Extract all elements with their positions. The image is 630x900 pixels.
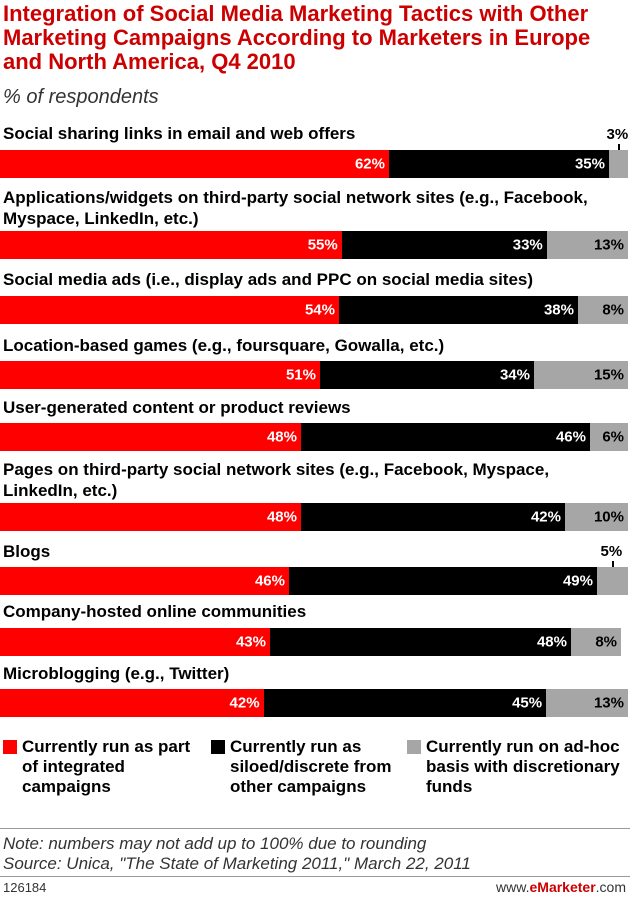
brand-prefix: www.	[496, 879, 530, 895]
chart-title: Integration of Social Media Marketing Ta…	[3, 1, 591, 74]
divider	[0, 828, 630, 829]
notes: Note: numbers may not add up to 100% due…	[3, 834, 471, 874]
legend-swatch-gray	[407, 740, 421, 754]
data-label: 6%	[602, 428, 624, 446]
data-label: 38%	[543, 301, 574, 319]
category-label: Social sharing links in email and web of…	[3, 124, 356, 143]
data-label: 46%	[254, 572, 285, 590]
brand-name: eMarketer	[529, 879, 596, 895]
bar-segment: 48%	[270, 628, 571, 656]
legend-swatch-black	[211, 740, 225, 754]
bar-segment: 43%	[0, 628, 270, 656]
legend-item-adhoc: Currently run on ad-hoc basis with discr…	[407, 737, 626, 797]
category-label: User-generated content or product review…	[3, 398, 351, 417]
data-label: 5%	[600, 543, 623, 560]
data-label: 54%	[304, 301, 335, 319]
data-label: 33%	[512, 236, 543, 254]
data-label: 46%	[555, 428, 586, 446]
legend-item-integrated: Currently run as part of integrated camp…	[3, 737, 202, 797]
bar-segment: 10%	[565, 503, 628, 531]
bar-row: 48% 42% 10%	[0, 503, 628, 531]
bar-row: 55% 33% 13%	[0, 231, 628, 259]
bar-segment: 49%	[289, 567, 597, 595]
bar-segment: 46%	[301, 423, 590, 451]
divider	[0, 876, 630, 877]
data-label: 48%	[266, 428, 297, 446]
bar-row: 43% 48% 8%	[0, 628, 628, 656]
bar-segment: 15%	[534, 361, 628, 389]
chart-id: 126184	[3, 880, 47, 895]
bar-segment: 51%	[0, 361, 320, 389]
bar-segment: 45%	[263, 689, 547, 717]
brand-logo: www.eMarketer.com	[496, 879, 626, 895]
bar-segment: 8%	[571, 628, 621, 656]
bar-row: 48% 46% 6%	[0, 423, 628, 451]
legend-label: Currently run on ad-hoc basis with discr…	[426, 737, 620, 796]
bar-segment: 8%	[578, 296, 628, 324]
bar-segment: 38%	[339, 296, 578, 324]
data-label: 13%	[593, 236, 624, 254]
bar-row: 54% 38% 8%	[0, 296, 628, 324]
bar-segment	[609, 150, 628, 178]
bar-segment: 34%	[320, 361, 534, 389]
bar-segment: 35%	[389, 150, 609, 178]
data-label: 42%	[229, 694, 260, 712]
data-label: 43%	[235, 633, 266, 651]
data-label: 3%	[606, 126, 629, 143]
bar-segment: 42%	[301, 503, 565, 531]
legend-label: Currently run as part of integrated camp…	[22, 737, 191, 796]
bar-segment: 13%	[546, 231, 628, 259]
bar-segment: 55%	[0, 231, 342, 259]
bar-segment: 42%	[0, 689, 264, 717]
legend-item-siloed: Currently run as siloed/discrete from ot…	[211, 737, 410, 797]
data-label: 42%	[530, 508, 561, 526]
category-label: Location-based games (e.g., foursquare, …	[3, 336, 445, 355]
category-label: Pages on third-party social network site…	[3, 460, 550, 500]
bar-segment	[597, 567, 628, 595]
category-label: Social media ads (i.e., display ads and …	[3, 270, 534, 289]
legend: Currently run as part of integrated camp…	[3, 737, 627, 817]
data-label: 8%	[602, 301, 624, 319]
brand-suffix: .com	[595, 879, 626, 895]
data-label: 35%	[574, 155, 605, 173]
category-label: Blogs	[3, 542, 51, 561]
bar-row: 51% 34% 15%	[0, 361, 628, 389]
bar-segment: 6%	[590, 423, 628, 451]
data-label: 48%	[536, 633, 567, 651]
data-label: 13%	[593, 694, 624, 712]
data-label: 51%	[285, 366, 316, 384]
bar-row: 46% 49%	[0, 567, 628, 595]
bar-row: 42% 45% 13%	[0, 689, 628, 717]
bar-segment: 13%	[546, 689, 628, 717]
bar-segment: 48%	[0, 503, 301, 531]
category-label: Microblogging (e.g., Twitter)	[3, 664, 230, 683]
data-label: 8%	[595, 633, 617, 651]
data-label: 48%	[266, 508, 297, 526]
category-label: Applications/widgets on third-party soci…	[3, 188, 588, 228]
data-label: 49%	[562, 572, 593, 590]
bar-segment: 33%	[341, 231, 547, 259]
bar-segment: 48%	[0, 423, 301, 451]
bar-segment: 46%	[0, 567, 289, 595]
bar-row: 62% 35%	[0, 150, 628, 178]
data-label: 15%	[593, 366, 624, 384]
chart-subtitle: % of respondents	[3, 86, 159, 108]
data-label: 10%	[593, 508, 624, 526]
data-label: 45%	[512, 694, 543, 712]
note-text: Note: numbers may not add up to 100% due…	[3, 834, 427, 853]
legend-label: Currently run as siloed/discrete from ot…	[230, 737, 392, 796]
data-label: 62%	[354, 155, 385, 173]
bar-segment: 54%	[0, 296, 339, 324]
legend-swatch-red	[3, 740, 17, 754]
bar-segment: 62%	[0, 150, 389, 178]
data-label: 34%	[499, 366, 530, 384]
source-text: Source: Unica, "The State of Marketing 2…	[3, 854, 471, 873]
category-label: Company-hosted online communities	[3, 602, 307, 621]
data-label: 55%	[307, 236, 338, 254]
